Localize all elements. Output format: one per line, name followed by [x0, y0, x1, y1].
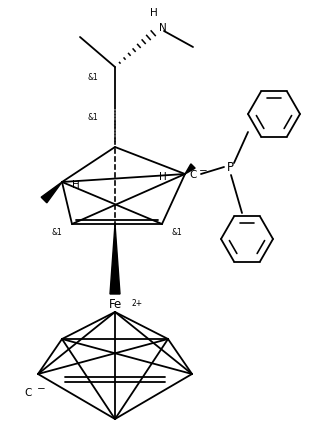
Text: &1: &1 — [172, 228, 182, 237]
Text: Fe: Fe — [108, 298, 122, 311]
Text: C: C — [24, 387, 32, 397]
Text: &1: &1 — [52, 228, 63, 237]
Polygon shape — [110, 225, 120, 294]
Text: H: H — [150, 8, 158, 18]
Text: −: − — [37, 383, 46, 393]
Text: C: C — [189, 170, 197, 180]
Text: H: H — [159, 172, 167, 182]
Text: &1: &1 — [88, 113, 98, 122]
Polygon shape — [41, 183, 62, 203]
Text: H: H — [72, 180, 80, 190]
Text: 2+: 2+ — [131, 298, 142, 307]
Text: N: N — [159, 23, 167, 33]
Polygon shape — [185, 165, 195, 175]
Text: &1: &1 — [88, 73, 98, 82]
Text: −: − — [199, 166, 208, 176]
Text: P: P — [226, 161, 234, 174]
